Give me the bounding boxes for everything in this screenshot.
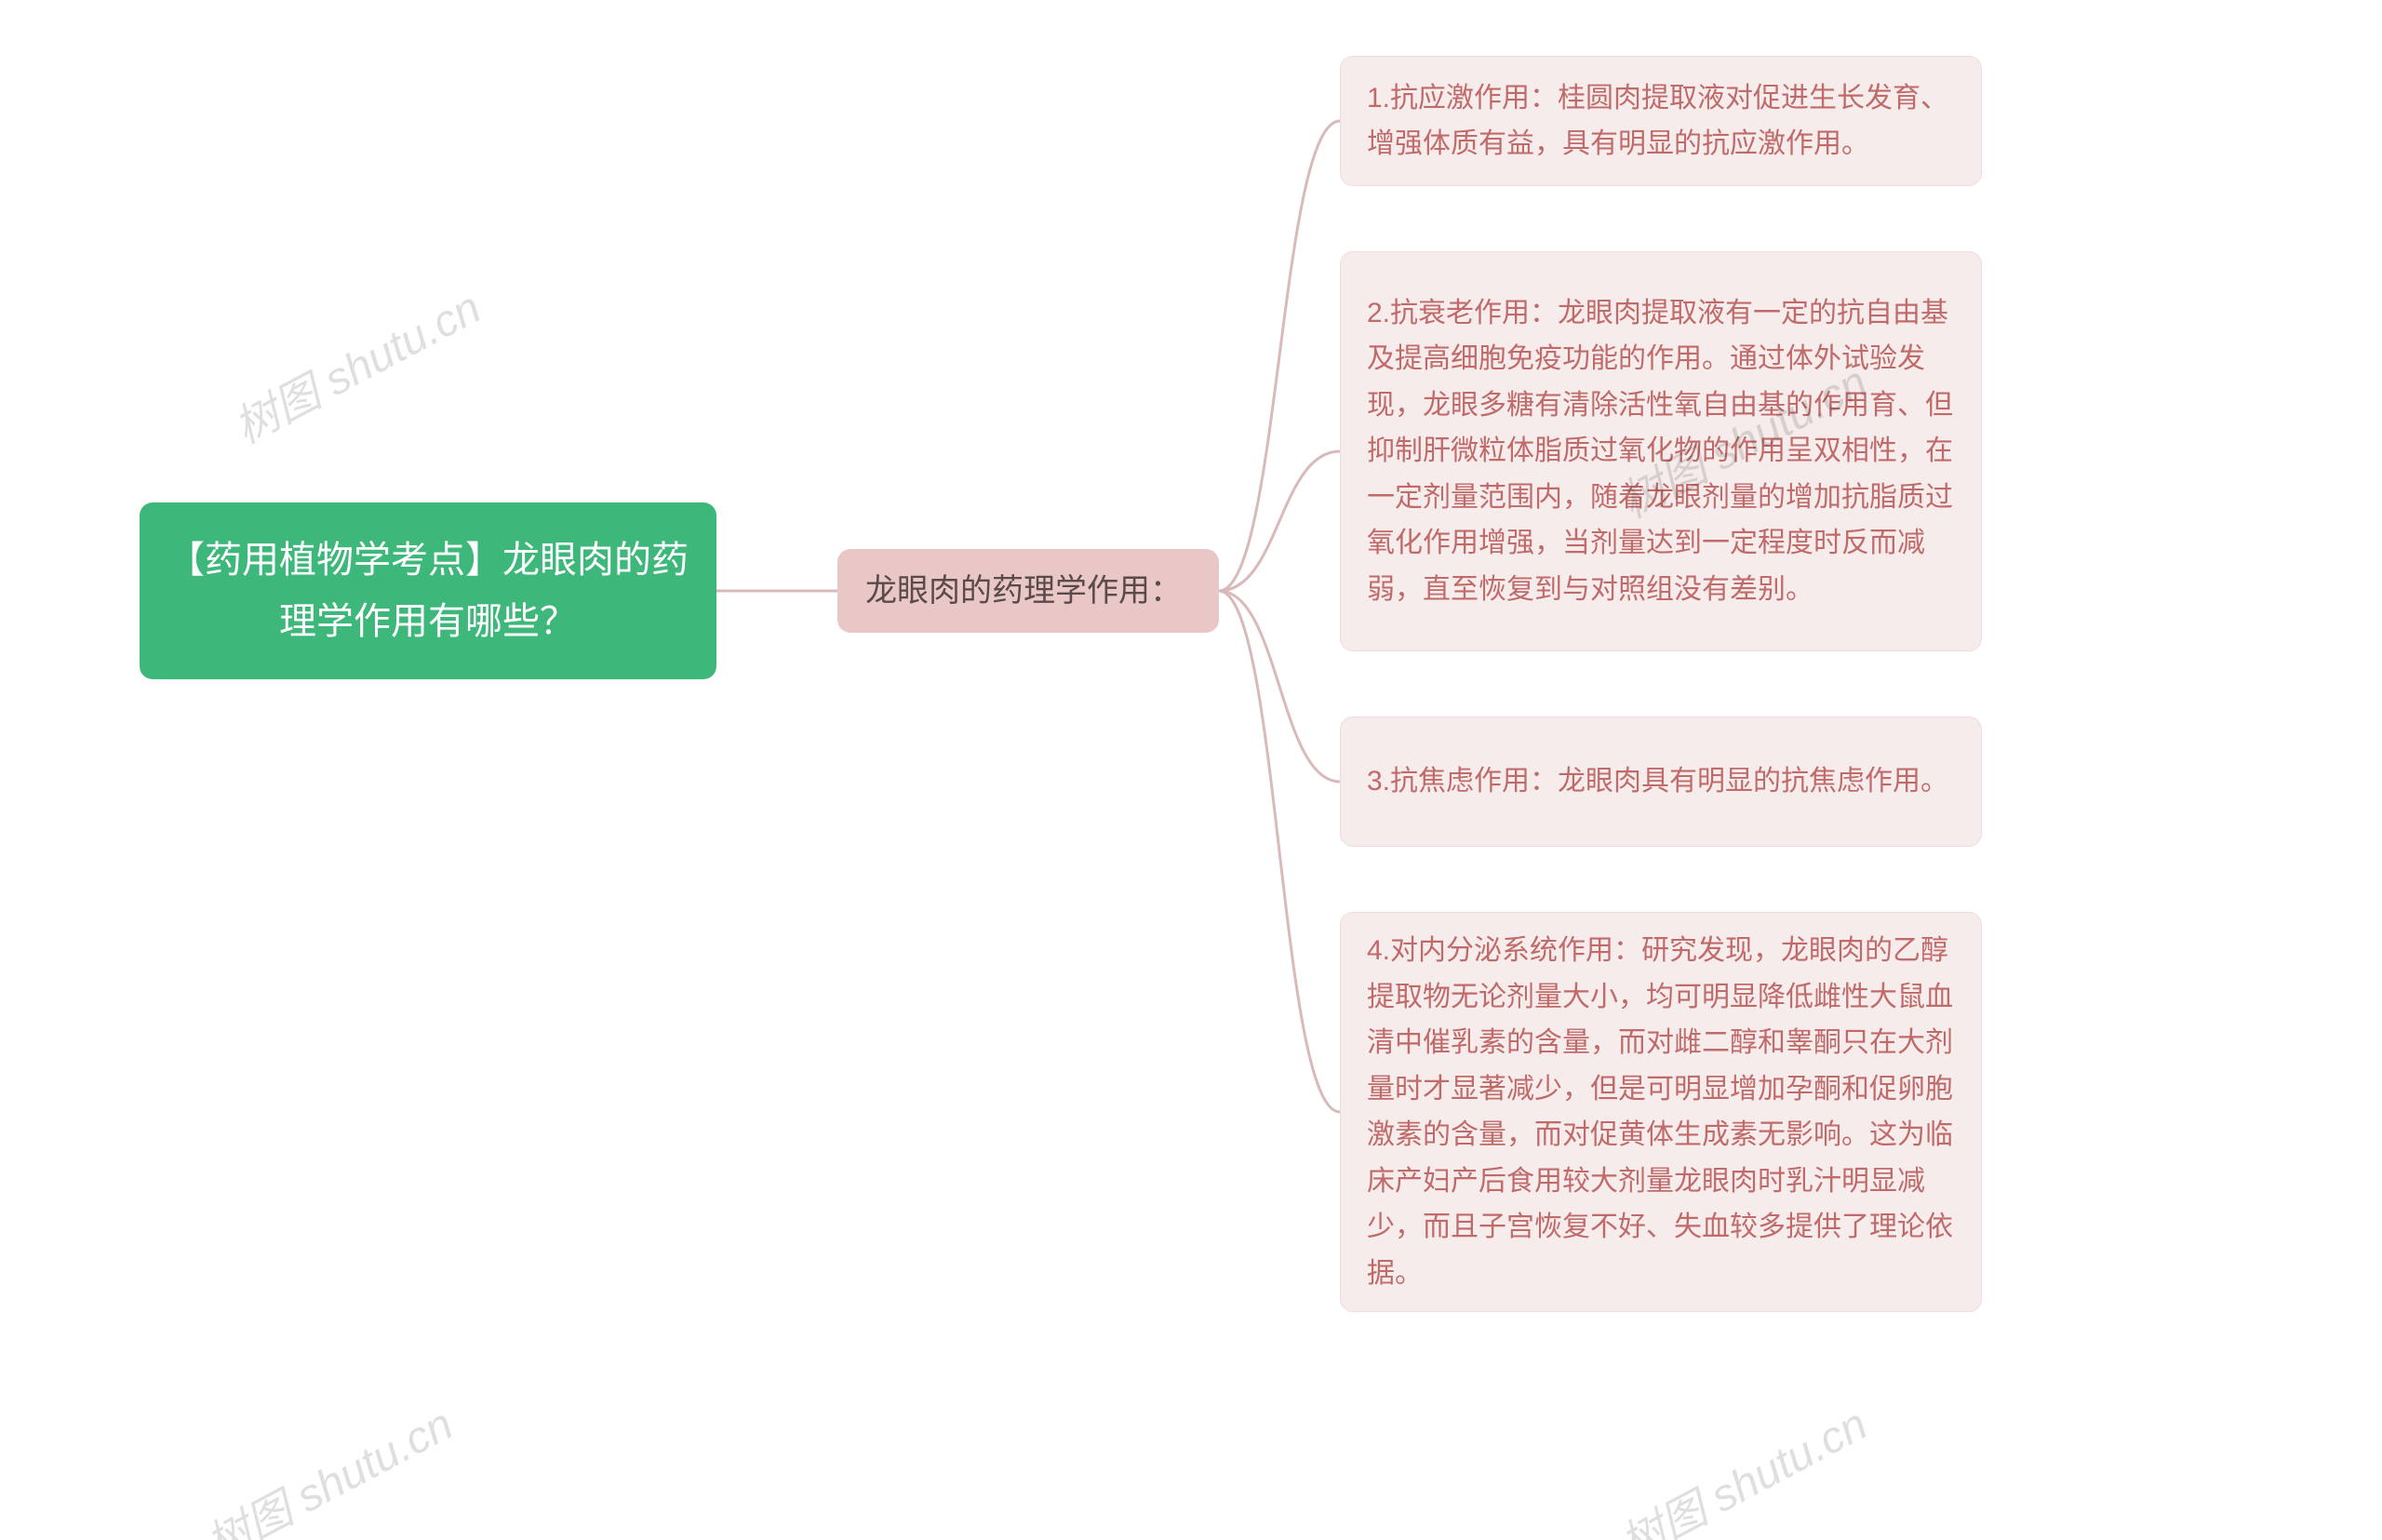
root-text: 【药用植物学考点】龙眼肉的药理学作用有哪些？ — [167, 529, 689, 652]
edge-l1-leaf-3 — [1219, 591, 1340, 1112]
connectors-layer — [0, 0, 2382, 1540]
root-node: 【药用植物学考点】龙眼肉的药理学作用有哪些？ — [140, 502, 716, 679]
watermark-2: 树图 shutu.cn — [193, 1388, 462, 1540]
watermark-0: 树图 shutu.cn — [221, 272, 490, 456]
leaf-text-3: 4.对内分泌系统作用：研究发现，龙眼肉的乙醇提取物无论剂量大小，均可明显降低雌性… — [1367, 928, 1955, 1296]
leaf-node-2: 3.抗焦虑作用：龙眼肉具有明显的抗焦虑作用。 — [1340, 716, 1982, 847]
edge-l1-leaf-0 — [1219, 121, 1340, 591]
edge-l1-leaf-1 — [1219, 451, 1340, 591]
leaf-text-2: 3.抗焦虑作用：龙眼肉具有明显的抗焦虑作用。 — [1367, 758, 1948, 805]
edge-l1-leaf-2 — [1219, 591, 1340, 782]
leaf-node-0: 1.抗应激作用：桂圆肉提取液对促进生长发育、增强体质有益，具有明显的抗应激作用。 — [1340, 56, 1982, 186]
level1-text: 龙眼肉的药理学作用： — [865, 565, 1182, 617]
leaf-node-1: 2.抗衰老作用：龙眼肉提取液有一定的抗自由基及提高细胞免疫功能的作用。通过体外试… — [1340, 251, 1982, 651]
level1-node: 龙眼肉的药理学作用： — [837, 549, 1219, 633]
leaf-text-1: 2.抗衰老作用：龙眼肉提取液有一定的抗自由基及提高细胞免疫功能的作用。通过体外试… — [1367, 290, 1955, 613]
watermark-3: 树图 shutu.cn — [1607, 1388, 1877, 1540]
leaf-text-0: 1.抗应激作用：桂圆肉提取液对促进生长发育、增强体质有益，具有明显的抗应激作用。 — [1367, 75, 1955, 167]
leaf-node-3: 4.对内分泌系统作用：研究发现，龙眼肉的乙醇提取物无论剂量大小，均可明显降低雌性… — [1340, 912, 1982, 1312]
